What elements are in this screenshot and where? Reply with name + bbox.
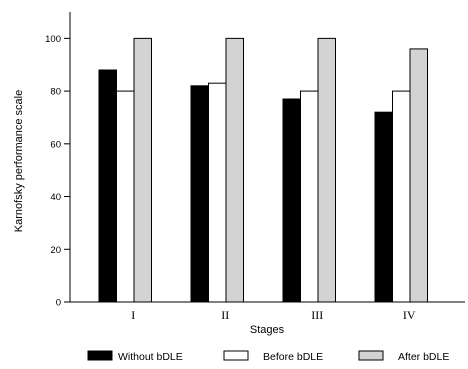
bar-after-bdle-i xyxy=(133,37,152,303)
y-tick-label: 100 xyxy=(45,34,61,45)
bar-before-bdle-iv xyxy=(392,90,411,303)
legend-swatch-without-bdle xyxy=(87,350,113,361)
y-axis-ticks: 0 20 40 60 80 100 xyxy=(45,34,70,309)
x-tick-label: III xyxy=(311,308,323,322)
x-tick-label: IV xyxy=(403,308,416,322)
bar-without-bdle-i xyxy=(98,69,117,303)
bar-before-bdle-ii xyxy=(208,82,227,303)
bar-after-bdle-ii xyxy=(225,37,244,303)
x-tick-label: I xyxy=(131,308,135,322)
bar-without-bdle-iv xyxy=(374,111,393,303)
bar-without-bdle-ii xyxy=(190,85,209,303)
legend-swatch-after-bdle xyxy=(358,350,384,361)
legend-label-before-bdle: Before bDLE xyxy=(263,351,323,363)
bar-after-bdle-iv xyxy=(409,48,428,303)
bar-after-bdle-iii xyxy=(317,37,336,303)
legend-label-without-bdle: Without bDLE xyxy=(118,351,183,363)
y-axis-title: Karnofsky performance scale xyxy=(13,90,25,232)
x-tick-label: II xyxy=(221,308,229,322)
x-axis-ticks: I II III IV xyxy=(131,308,416,322)
bar-before-bdle-iii xyxy=(300,90,319,303)
y-tick-label: 20 xyxy=(50,245,61,256)
y-tick-label: 60 xyxy=(50,139,61,150)
legend: Without bDLE Before bDLE After bDLE xyxy=(87,350,449,363)
x-axis-title: Stages xyxy=(250,324,285,336)
bar-without-bdle-iii xyxy=(282,98,301,303)
legend-label-after-bdle: After bDLE xyxy=(398,351,449,363)
bar-before-bdle-i xyxy=(116,90,135,303)
y-tick-label: 80 xyxy=(50,87,61,98)
y-tick-label: 0 xyxy=(56,298,61,309)
legend-swatch-before-bdle xyxy=(223,350,249,361)
bars-group xyxy=(98,37,428,303)
y-tick-label: 40 xyxy=(50,192,61,203)
